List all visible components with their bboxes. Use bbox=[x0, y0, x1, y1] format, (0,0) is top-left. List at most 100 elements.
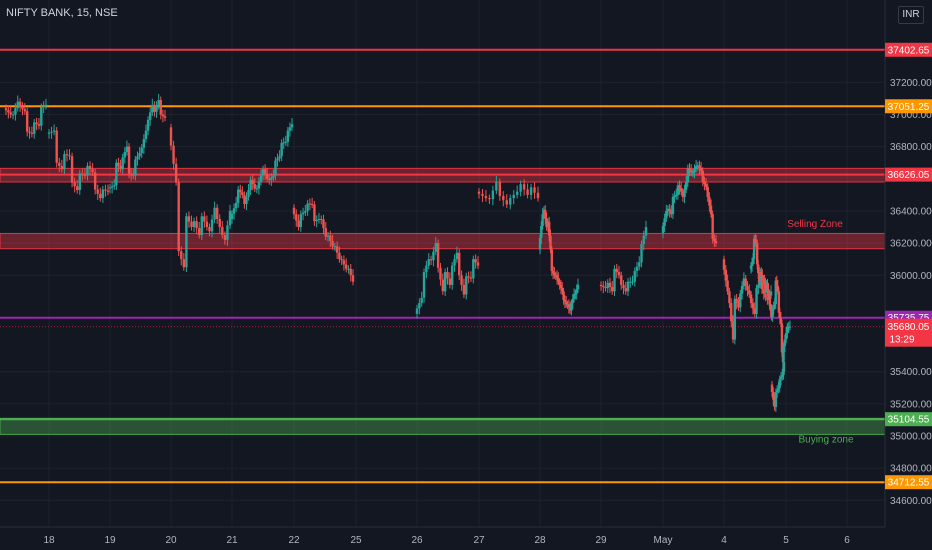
candle-body bbox=[129, 173, 133, 175]
candle-body bbox=[60, 165, 64, 170]
candle-body bbox=[512, 194, 515, 199]
candle-body bbox=[106, 190, 110, 192]
candle-body bbox=[25, 111, 29, 132]
candle-body bbox=[694, 165, 698, 170]
y-tick-label: 37000.00 bbox=[890, 110, 932, 121]
candle-body bbox=[563, 299, 567, 303]
candle-body bbox=[538, 237, 542, 250]
candle-body bbox=[213, 207, 216, 220]
resistance-top-tag-label: 37402.65 bbox=[888, 45, 930, 56]
candle-body bbox=[726, 280, 729, 292]
candle-body bbox=[760, 281, 764, 290]
candle-body bbox=[622, 284, 625, 289]
candle-body bbox=[465, 276, 468, 295]
candle-body bbox=[546, 221, 550, 228]
candle-body bbox=[559, 284, 563, 289]
candle-body bbox=[282, 142, 285, 144]
candle-body bbox=[40, 106, 43, 126]
candle-body bbox=[755, 288, 758, 314]
candle-body bbox=[21, 106, 24, 110]
candle-body bbox=[684, 182, 688, 190]
candle-body bbox=[761, 275, 764, 279]
candle-body bbox=[536, 192, 540, 199]
candle-body bbox=[115, 162, 118, 186]
candle-body bbox=[270, 177, 273, 180]
candle-body bbox=[123, 152, 127, 158]
candle-body bbox=[310, 203, 314, 205]
y-tick-label: 36200.00 bbox=[890, 239, 932, 250]
candle-body bbox=[23, 109, 27, 112]
resistance-top-tag bbox=[885, 42, 932, 57]
candle-body bbox=[35, 122, 38, 125]
candle-body bbox=[274, 160, 277, 176]
candle-body bbox=[110, 186, 114, 188]
candle-body bbox=[140, 147, 143, 154]
candle-body bbox=[299, 214, 303, 228]
candle-body bbox=[324, 228, 327, 237]
candle-body bbox=[681, 191, 685, 198]
candle-body bbox=[44, 104, 48, 106]
candle-body bbox=[55, 130, 58, 163]
candle-body bbox=[744, 278, 747, 286]
candle-body bbox=[218, 218, 221, 228]
candle-body bbox=[571, 298, 574, 304]
candle-body bbox=[567, 304, 571, 308]
time-axis[interactable]: 18 19 20 21 22 25 26 27 28 29 May 4 5 6 bbox=[0, 526, 885, 546]
zone-annotations: Selling Zone Buying zone bbox=[787, 219, 854, 445]
candle-body bbox=[286, 130, 290, 142]
candle-body bbox=[784, 333, 788, 340]
x-tick-label: May bbox=[654, 535, 673, 546]
candle-body bbox=[16, 101, 19, 109]
candle-body bbox=[558, 281, 561, 285]
resistance-orange-upper-tag bbox=[885, 99, 932, 114]
candle-body bbox=[434, 243, 437, 252]
candle-body bbox=[730, 303, 733, 322]
candle-body bbox=[436, 243, 440, 268]
price-axis[interactable]: 34600.00 34800.00 35000.00 35200.00 35400.00… bbox=[884, 0, 932, 550]
x-tick-label: 5 bbox=[783, 535, 789, 546]
candle-body bbox=[333, 246, 337, 248]
candle-body bbox=[739, 293, 742, 308]
candle-body bbox=[753, 238, 757, 241]
candle-body bbox=[7, 110, 10, 113]
x-tick-label: 6 bbox=[844, 535, 850, 546]
candle-body bbox=[699, 168, 703, 171]
candle-body bbox=[210, 219, 214, 232]
candle-body bbox=[462, 284, 466, 295]
candle-body bbox=[117, 162, 120, 166]
candle-body bbox=[757, 284, 760, 289]
candle-body bbox=[86, 165, 89, 176]
candle-body bbox=[146, 119, 150, 131]
candle-body bbox=[576, 284, 580, 290]
candle-body bbox=[683, 189, 686, 198]
candle-body bbox=[14, 108, 17, 115]
candle-body bbox=[749, 265, 753, 269]
candle-body bbox=[198, 228, 201, 236]
candle-body bbox=[570, 303, 573, 311]
candle-body bbox=[760, 272, 763, 276]
candle-body bbox=[261, 169, 265, 176]
candle-body bbox=[693, 169, 696, 173]
candle-body bbox=[696, 165, 699, 167]
candle-body bbox=[495, 182, 498, 191]
candle-body bbox=[253, 184, 256, 189]
candle-body bbox=[151, 104, 154, 113]
candle-body bbox=[755, 243, 759, 265]
candle-body bbox=[76, 186, 79, 191]
candle-body bbox=[540, 225, 543, 238]
candle-body bbox=[157, 100, 160, 106]
candle-body bbox=[608, 282, 612, 288]
currency-badge[interactable]: INR bbox=[898, 6, 924, 24]
candle-body bbox=[99, 193, 102, 199]
candle-body bbox=[786, 326, 789, 334]
candle-body bbox=[775, 280, 778, 286]
candle-body bbox=[113, 185, 116, 187]
candle-body bbox=[629, 281, 632, 283]
candle-body bbox=[477, 191, 481, 194]
candle-body bbox=[769, 291, 773, 296]
y-tick-label: 36000.00 bbox=[890, 271, 932, 282]
candle-body bbox=[297, 220, 300, 228]
candle-body bbox=[505, 200, 508, 205]
last-price-tag bbox=[885, 318, 932, 347]
